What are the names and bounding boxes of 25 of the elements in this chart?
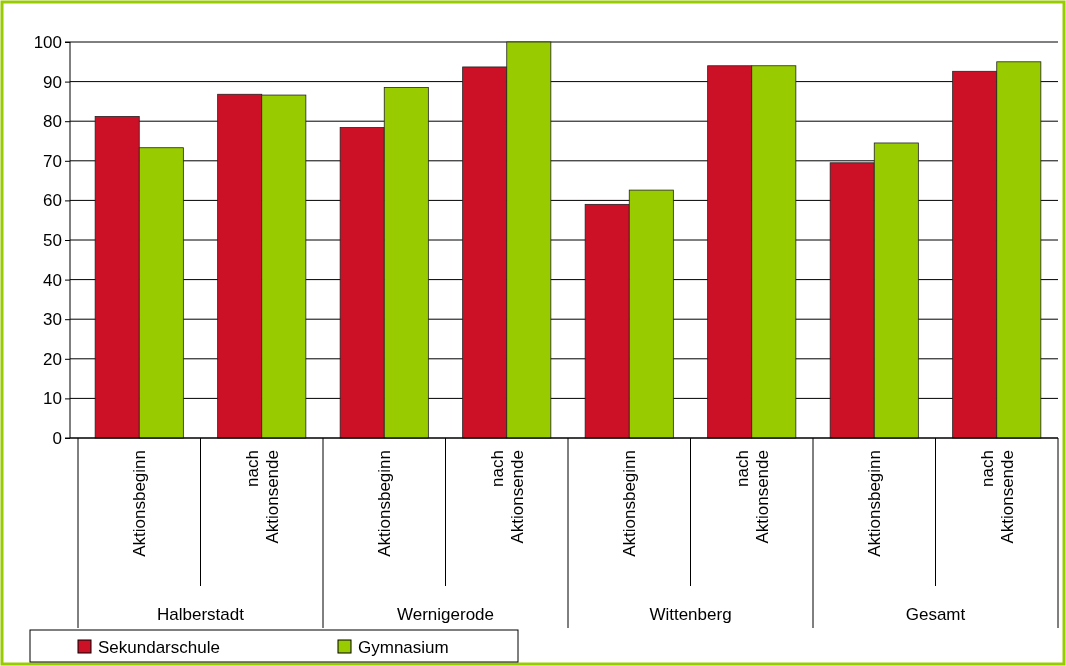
x-tick-label: Aktionsbeginn — [865, 450, 885, 557]
text: Wittenberg — [649, 605, 732, 624]
legend-label: Sekundarschule — [98, 638, 220, 657]
text: Wernigerode — [396, 605, 495, 624]
y-tick-label: 40 — [43, 270, 62, 290]
x-tick-label: nach Aktionsende — [732, 450, 772, 544]
legend-label: Gymnasium — [358, 638, 449, 657]
x-tick-label: Aktionsbeginn — [375, 450, 395, 557]
x-tick-label: nach Aktionsende — [977, 450, 1017, 544]
y-tick-label: 50 — [43, 230, 62, 250]
x-tick-label: Aktionsbeginn — [130, 450, 150, 557]
y-tick-label: 70 — [43, 151, 62, 171]
y-tick-label: 0 — [52, 428, 62, 448]
x-tick-label: nach Aktionsende — [487, 450, 527, 544]
y-tick-label: 100 — [33, 32, 62, 52]
y-tick-label: 30 — [43, 310, 62, 330]
y-tick-label: 20 — [43, 349, 62, 369]
y-tick-label: 10 — [43, 389, 62, 409]
y-tick-label: 60 — [43, 191, 62, 211]
x-tick-label: Aktionsbeginn — [620, 450, 640, 557]
text: Halberstadt — [157, 605, 245, 624]
x-tick-label: nach Aktionsende — [242, 450, 282, 544]
y-tick-label: 80 — [43, 112, 62, 132]
y-tick-label: 90 — [43, 72, 62, 92]
text: Gesamt — [905, 605, 966, 624]
